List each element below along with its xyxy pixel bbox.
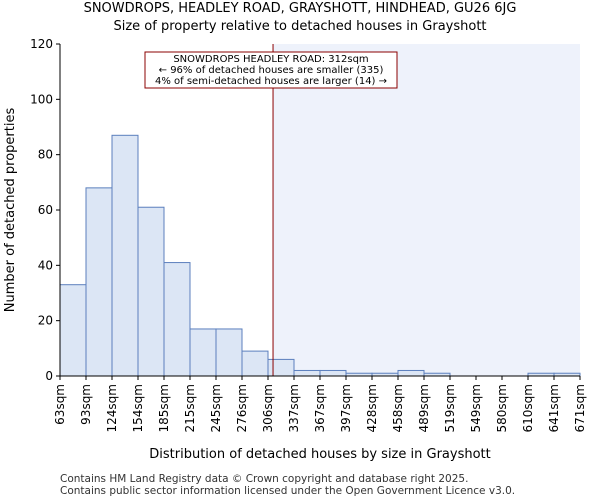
x-tick-label: 397sqm: [339, 384, 353, 432]
bar-215sqm: [189, 328, 217, 377]
y-tick-label: 80: [38, 148, 53, 162]
bar-63sqm: [59, 284, 87, 377]
x-tick-label: 124sqm: [105, 384, 119, 432]
x-tick-label: 641sqm: [547, 384, 561, 432]
x-tick-label: 549sqm: [469, 384, 483, 432]
bar-458sqm: [397, 369, 425, 377]
y-ticks: 0 20 40 60 80 100 120: [30, 37, 60, 383]
x-tick-label: 154sqm: [131, 384, 145, 432]
x-tick-label: 610sqm: [521, 384, 535, 432]
x-tick-label: 245sqm: [209, 384, 223, 432]
annotation-line1: SNOWDROPS HEADLEY ROAD: 312sqm: [173, 54, 368, 65]
annotation-border: [144, 51, 398, 89]
bar-337sqm: [293, 369, 321, 377]
y-tick-label: 0: [45, 369, 53, 383]
annotation-line3: 4% of semi-detached houses are larger (1…: [155, 76, 387, 87]
chart-title-line2: Size of property relative to detached ho…: [113, 19, 486, 34]
y-axis-label: Number of detached properties: [3, 108, 18, 313]
footer-line1: Contains HM Land Registry data © Crown c…: [60, 473, 469, 485]
bar-185sqm: [163, 262, 191, 377]
x-tick-label: 276sqm: [235, 384, 249, 432]
bar-367sqm: [319, 369, 347, 377]
x-tick-label: 185sqm: [157, 384, 171, 432]
x-tick-label: 428sqm: [365, 384, 379, 432]
x-tick-label: 367sqm: [313, 384, 327, 432]
bar-154sqm: [137, 206, 165, 377]
annotation-box: SNOWDROPS HEADLEY ROAD: 312sqm ← 96% of …: [144, 51, 398, 89]
x-tick-label: 580sqm: [495, 384, 509, 432]
x-tick-label: 671sqm: [573, 384, 587, 432]
x-tick-label: 489sqm: [417, 384, 431, 432]
bar-245sqm: [215, 328, 243, 377]
y-tick-label: 20: [38, 314, 53, 328]
highlight-region: [273, 44, 580, 376]
annotation-line2: ← 96% of detached houses are smaller (33…: [159, 65, 384, 76]
x-tick-label: 519sqm: [443, 384, 457, 432]
x-tick-label: 63sqm: [53, 384, 67, 425]
bar-306sqm: [267, 358, 295, 377]
x-tick-label: 458sqm: [391, 384, 405, 432]
y-tick-label: 100: [30, 92, 53, 106]
bar-124sqm: [111, 134, 139, 377]
bars-group: [59, 134, 581, 377]
y-tick-label: 120: [30, 37, 53, 51]
bar-276sqm: [241, 350, 269, 377]
x-tick-label: 93sqm: [79, 384, 93, 425]
y-tick-label: 40: [38, 258, 53, 272]
footer-line2: Contains public sector information licen…: [60, 485, 516, 497]
x-ticks: 63sqm 93sqm 124sqm 154sqm 185sqm 215sqm 245sqm…: [53, 376, 587, 432]
bar-93sqm: [85, 187, 113, 377]
x-tick-label: 215sqm: [183, 384, 197, 432]
chart-title-line1: SNOWDROPS, HEADLEY ROAD, GRAYSHOTT, HIND…: [84, 1, 517, 16]
y-tick-label: 60: [38, 203, 53, 217]
x-axis-label: Distribution of detached houses by size …: [149, 447, 490, 462]
x-tick-label: 337sqm: [287, 384, 301, 432]
x-tick-label: 306sqm: [261, 384, 275, 432]
